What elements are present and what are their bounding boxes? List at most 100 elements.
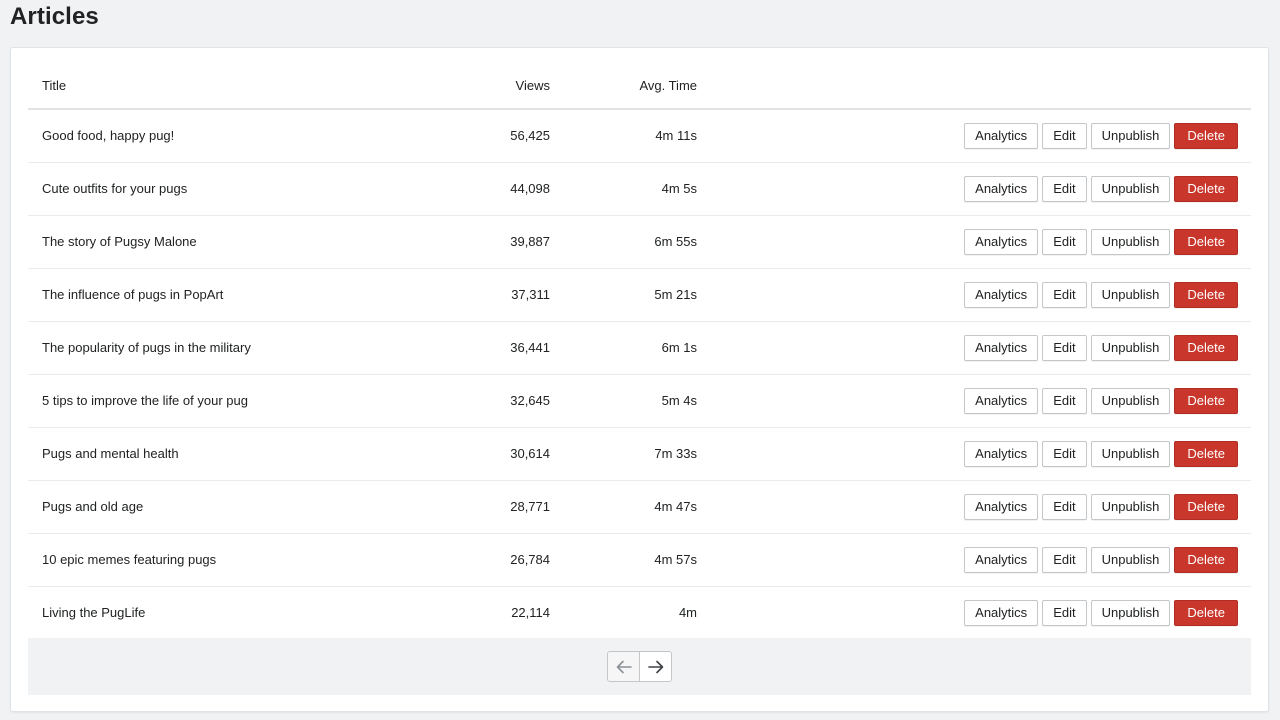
edit-button[interactable]: Edit xyxy=(1042,281,1087,308)
article-views: 56,425 xyxy=(448,109,550,163)
article-views: 26,784 xyxy=(448,533,550,587)
next-page-button[interactable] xyxy=(639,651,672,682)
delete-button[interactable]: Delete xyxy=(1174,175,1238,202)
table-row: The popularity of pugs in the military 36… xyxy=(28,321,1251,375)
article-views: 22,114 xyxy=(511,605,550,621)
table-row: 5 tips to improve the life of your pug 32… xyxy=(28,374,1251,428)
table-row: Good food, happy pug! 56,425 4m 11s Analyti… xyxy=(28,109,1251,163)
column-header-title[interactable]: Title xyxy=(28,62,448,110)
pagination-bar xyxy=(28,638,1251,695)
delete-button[interactable]: Delete xyxy=(1174,546,1238,573)
article-title: The popularity of pugs in the military xyxy=(28,321,448,375)
edit-button[interactable]: Edit xyxy=(1042,228,1087,255)
article-title: 5 tips to improve the life of your pug xyxy=(28,374,448,428)
article-avg-time: 7m 33s xyxy=(550,427,697,481)
article-avg-time: 4m 5s xyxy=(550,162,697,216)
article-avg-time: 4m 47s xyxy=(550,480,697,534)
table-body: Good food, happy pug! 56,425 4m 11s Analyti… xyxy=(28,109,1251,639)
edit-button[interactable]: Edit xyxy=(1042,334,1087,361)
unpublish-button[interactable]: Unpublish xyxy=(1090,493,1171,520)
delete-button[interactable]: Delete xyxy=(1174,281,1238,308)
delete-button[interactable]: Delete xyxy=(1174,387,1238,414)
unpublish-button[interactable]: Unpublish xyxy=(1090,122,1171,149)
edit-button[interactable]: Edit xyxy=(1042,175,1087,202)
row-actions: Analytics Edit Unpublish Delete xyxy=(697,268,1251,322)
article-title: Good food, happy pug! xyxy=(28,109,448,163)
analytics-button[interactable]: Analytics xyxy=(964,175,1039,202)
article-avg-time: 5m 4s xyxy=(550,374,697,428)
article-avg-time: 5m 21s xyxy=(550,268,697,322)
row-actions: Analytics Edit Unpublish Delete xyxy=(697,162,1251,216)
delete-button[interactable]: Delete xyxy=(1174,599,1238,626)
row-actions: Analytics Edit Unpublish Delete xyxy=(697,533,1251,587)
unpublish-button[interactable]: Unpublish xyxy=(1090,281,1171,308)
row-actions: Analytics Edit Unpublish Delete xyxy=(697,586,1251,639)
edit-button[interactable]: Edit xyxy=(1042,599,1087,626)
analytics-button[interactable]: Analytics xyxy=(964,122,1039,149)
article-title: The influence of pugs in PopArt xyxy=(28,268,448,322)
article-avg-time: 6m 1s xyxy=(550,321,697,375)
analytics-button[interactable]: Analytics xyxy=(964,546,1039,573)
edit-button[interactable]: Edit xyxy=(1042,440,1087,467)
articles-card: Title Views Avg. Time Good food, happy p… xyxy=(10,47,1269,712)
previous-page-button[interactable] xyxy=(607,651,640,682)
article-title: Living the PugLife xyxy=(42,605,146,621)
analytics-button[interactable]: Analytics xyxy=(964,493,1039,520)
article-avg-time: 4m xyxy=(678,605,697,621)
article-views: 32,645 xyxy=(448,374,550,428)
unpublish-button[interactable]: Unpublish xyxy=(1090,546,1171,573)
unpublish-button[interactable]: Unpublish xyxy=(1090,228,1171,255)
unpublish-button[interactable]: Unpublish xyxy=(1090,387,1171,414)
row-actions: Analytics Edit Unpublish Delete xyxy=(697,374,1251,428)
table-row: 10 epic memes featuring pugs 26,784 4m 57s… xyxy=(28,533,1251,587)
article-views: 28,771 xyxy=(448,480,550,534)
article-views: 30,614 xyxy=(448,427,550,481)
analytics-button[interactable]: Analytics xyxy=(964,334,1039,361)
edit-button[interactable]: Edit xyxy=(1042,546,1087,573)
delete-button[interactable]: Delete xyxy=(1174,440,1238,467)
unpublish-button[interactable]: Unpublish xyxy=(1090,334,1171,361)
edit-button[interactable]: Edit xyxy=(1042,122,1087,149)
arrow-left-icon xyxy=(616,660,632,673)
table-header: Title Views Avg. Time xyxy=(28,62,1251,110)
row-actions: Analytics Edit Unpublish Delete xyxy=(697,321,1251,375)
analytics-button[interactable]: Analytics xyxy=(964,228,1039,255)
row-actions: Analytics Edit Unpublish Delete xyxy=(697,480,1251,534)
article-views: 36,441 xyxy=(448,321,550,375)
article-avg-time: 4m 11s xyxy=(550,109,697,163)
analytics-button[interactable]: Analytics xyxy=(964,281,1039,308)
pagination-controls xyxy=(607,651,673,683)
column-header-avg-time[interactable]: Avg. Time xyxy=(550,62,697,110)
table-row: Pugs and mental health 30,614 7m 33s Analyt… xyxy=(28,427,1251,481)
edit-button[interactable]: Edit xyxy=(1042,493,1087,520)
analytics-button[interactable]: Analytics xyxy=(964,387,1039,414)
table-row: Pugs and old age 28,771 4m 47s Analytics Edi… xyxy=(28,480,1251,534)
unpublish-button[interactable]: Unpublish xyxy=(1090,440,1171,467)
article-title: Cute outfits for your pugs xyxy=(28,162,448,216)
column-header-actions xyxy=(697,62,1251,110)
article-views: 39,887 xyxy=(448,215,550,269)
article-title: Pugs and mental health xyxy=(28,427,448,481)
row-actions: Analytics Edit Unpublish Delete xyxy=(697,427,1251,481)
article-title: 10 epic memes featuring pugs xyxy=(28,533,448,587)
edit-button[interactable]: Edit xyxy=(1042,387,1087,414)
article-avg-time: 6m 55s xyxy=(550,215,697,269)
table-header-row: Title Views Avg. Time xyxy=(28,62,1251,110)
arrow-right-icon xyxy=(647,660,663,673)
unpublish-button[interactable]: Unpublish xyxy=(1090,599,1171,626)
table-row: Cute outfits for your pugs 44,098 4m 5s Ana… xyxy=(28,162,1251,216)
article-title: The story of Pugsy Malone xyxy=(28,215,448,269)
analytics-button[interactable]: Analytics xyxy=(964,599,1039,626)
delete-button[interactable]: Delete xyxy=(1174,334,1238,361)
table-row: Living the PugLife 22,114 4m Analytics Edit U… xyxy=(28,586,1251,639)
row-actions: Analytics Edit Unpublish Delete xyxy=(697,215,1251,269)
delete-button[interactable]: Delete xyxy=(1174,122,1238,149)
delete-button[interactable]: Delete xyxy=(1174,493,1238,520)
article-title: Pugs and old age xyxy=(28,480,448,534)
delete-button[interactable]: Delete xyxy=(1174,228,1238,255)
page-title: Articles xyxy=(10,3,99,30)
analytics-button[interactable]: Analytics xyxy=(964,440,1039,467)
unpublish-button[interactable]: Unpublish xyxy=(1090,175,1171,202)
column-header-views[interactable]: Views xyxy=(448,62,550,110)
articles-table: Title Views Avg. Time Good food, happy p… xyxy=(28,62,1251,639)
